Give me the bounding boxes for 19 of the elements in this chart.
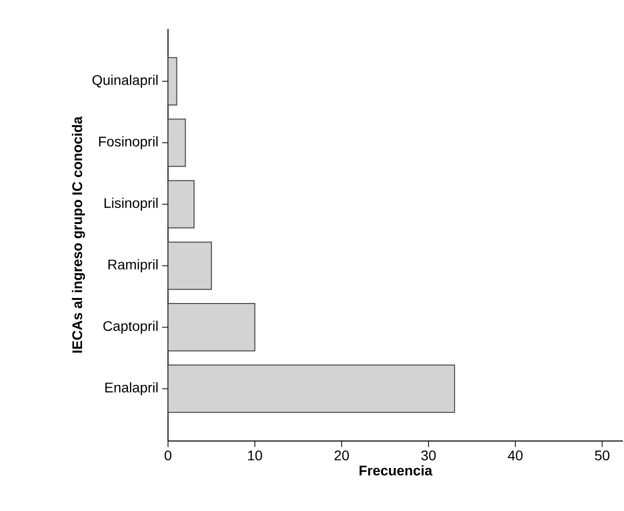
y-tick-label: Enalapril — [105, 382, 158, 396]
bar — [168, 118, 186, 167]
y-tick-label: Captopril — [103, 320, 158, 334]
bar — [168, 364, 456, 413]
x-tick-label: 0 — [164, 450, 172, 460]
bar — [168, 180, 195, 228]
y-tick-label: Ramipril — [108, 259, 158, 272]
x-tick-label: 20 — [334, 450, 349, 460]
x-tick-label: 30 — [421, 450, 436, 460]
y-tick-label: Lisinopril — [104, 198, 158, 211]
x-tick-label: 40 — [508, 450, 523, 460]
y-axis-title: IECAs al ingreso grupo IC conocida — [72, 116, 85, 353]
x-axis-title: Frecuencia — [360, 465, 432, 476]
y-tick-label: Fosinopril — [99, 136, 158, 150]
y-tick-label: Quinalapril — [92, 74, 158, 88]
x-tick-label: 50 — [594, 450, 610, 460]
bar — [168, 303, 256, 352]
bar — [168, 242, 212, 290]
x-tick-label: 10 — [248, 450, 262, 460]
